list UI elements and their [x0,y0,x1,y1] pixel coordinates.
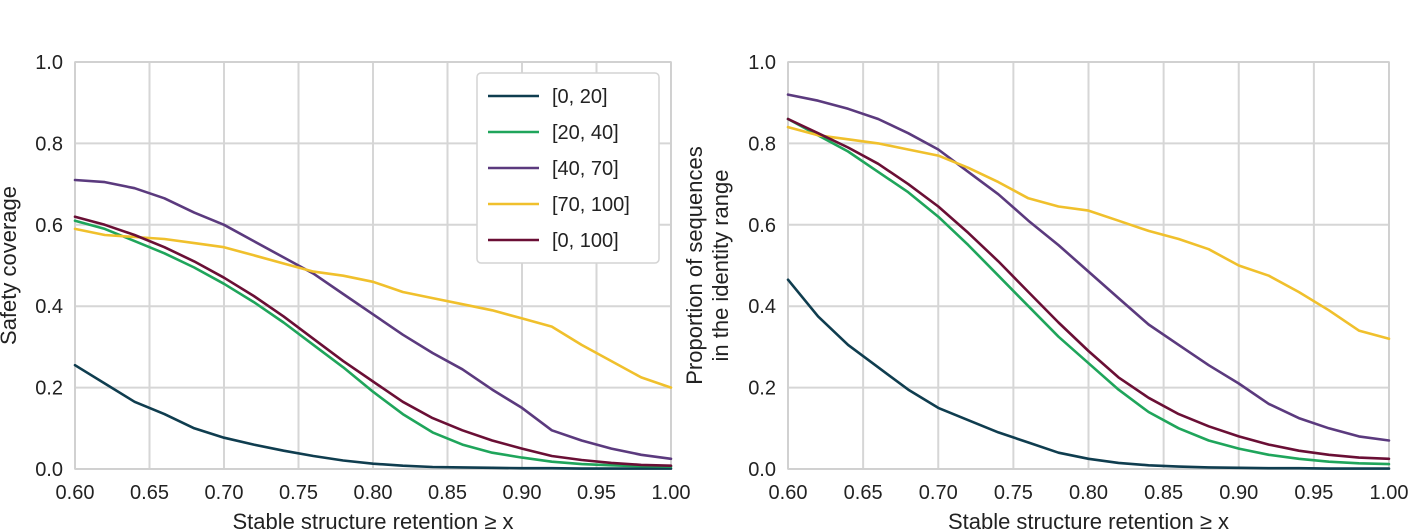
y-tick-label: 0.8 [35,133,63,155]
x-tick-label: 1.00 [1370,482,1409,504]
x-tick-label: 0.75 [279,482,318,504]
series-line-20-40 [73,219,673,468]
y-tick-label: 0.8 [748,133,776,155]
plot-frame [787,61,1390,470]
y-tick-label: 0.0 [748,459,776,481]
legend-entry-label: [70, 100] [552,194,630,216]
y-tick-label: 0.2 [748,378,776,400]
x-tick-label: 0.60 [56,482,95,504]
legend-entry-label: [40, 70] [552,158,619,180]
y-tick-label: 0.2 [35,378,63,400]
legend-entry-label: [0, 100] [552,230,619,252]
x-tick-label: 0.70 [205,482,244,504]
legend: [0, 20] [20, 40] [40, 70] [70, 100] [0, 100] [476,72,660,264]
x-tick-label: 0.65 [844,482,883,504]
legend-box [476,72,660,264]
series-line-0-100 [786,117,1391,461]
series-line-70-100 [73,227,673,389]
legend-entry-label: [0, 20] [552,86,608,108]
series-line-0-100 [73,215,673,468]
series-line-0-20 [786,278,1391,470]
y-tick-label: 0.6 [748,215,776,237]
x-tick-label: 0.80 [354,482,393,504]
y-tick-label: 0.4 [35,296,63,318]
y-tick-label: 1.0 [748,52,776,74]
series-line-70-100 [786,125,1391,341]
x-tick-label: 0.80 [1069,482,1108,504]
x-axis-label: Stable structure retention ≥ x [948,509,1229,530]
y-tick-label: 0.0 [35,459,63,481]
x-tick-label: 0.95 [577,482,616,504]
y-axis-label: Proportion of sequences [682,146,707,385]
x-tick-label: 0.90 [1219,482,1258,504]
x-tick-label: 0.60 [769,482,808,504]
y-tick-label: 0.4 [748,296,776,318]
series-line-40-70 [73,178,673,461]
y-axis-label: Safety coverage [0,186,21,345]
x-tick-label: 0.75 [994,482,1033,504]
x-tick-label: 0.65 [130,482,169,504]
series-line-0-20 [73,363,673,470]
panel-left-safety-coverage: 0.60 0.65 0.70 0.75 0.80 0.85 0.90 0.95 1.00 0.0 0… [0,52,690,530]
x-axis-label: Stable structure retention ≥ x [232,509,513,530]
x-tick-label: 0.70 [919,482,958,504]
y-tick-label: 1.0 [35,52,63,74]
y-axis-label: in the identity range [708,169,733,361]
y-tick-label: 0.6 [35,215,63,237]
x-tick-label: 0.85 [1144,482,1183,504]
x-tick-label: 0.95 [1294,482,1333,504]
series-line-20-40 [786,117,1391,466]
legend-entry-label: [20, 40] [552,122,619,144]
panel-right-proportion: 0.60 0.65 0.70 0.75 0.80 0.85 0.90 0.95 1.00 0.0 0… [682,52,1408,530]
x-tick-label: 0.85 [428,482,467,504]
x-tick-label: 0.90 [503,482,542,504]
x-tick-label: 1.00 [652,482,691,504]
series-line-40-70 [786,93,1391,442]
plot-frame [74,61,672,470]
